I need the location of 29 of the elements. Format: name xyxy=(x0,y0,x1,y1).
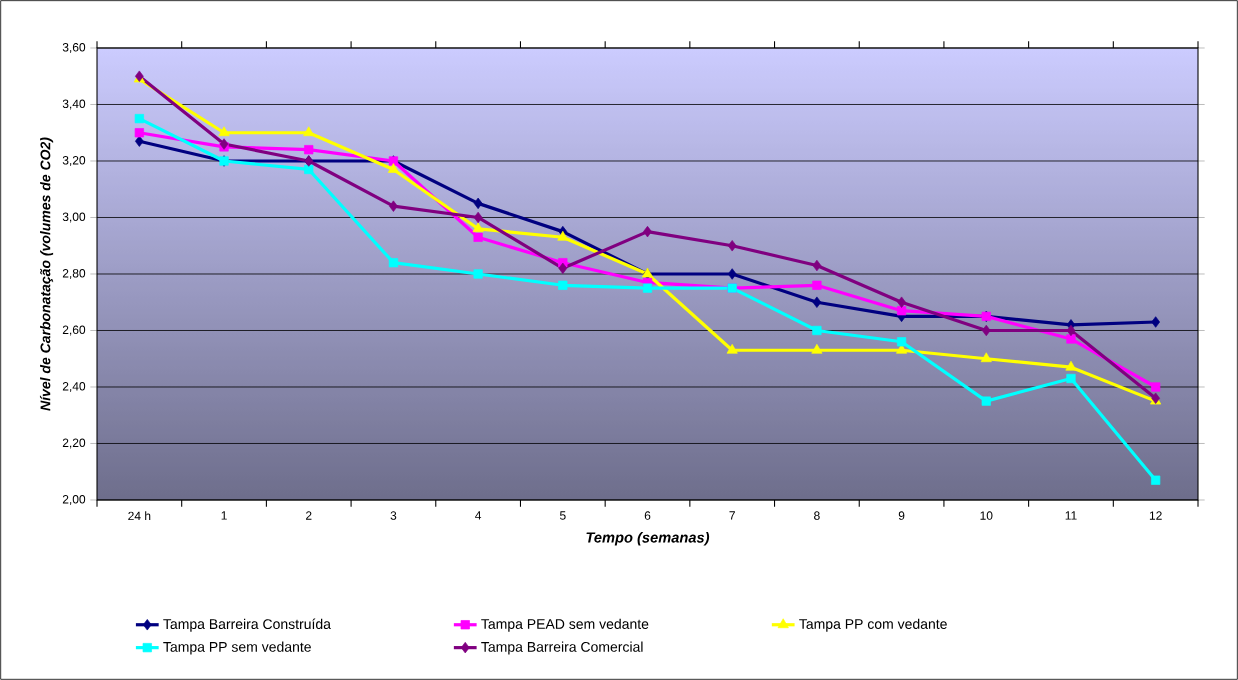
y-tick-label: 2,00 xyxy=(62,495,86,505)
legend-label: Tampa PEAD sem vedante xyxy=(481,618,649,632)
x-tick-label: 5 xyxy=(559,511,566,520)
y-tick-label: 2,80 xyxy=(62,269,86,279)
y-tick-label: 3,40 xyxy=(62,99,86,110)
x-tick-label: 9 xyxy=(898,511,905,520)
legend-label: Tampa Barreira Comercial xyxy=(481,641,643,655)
y-tick-label: 2,40 xyxy=(62,382,86,392)
legend-label: Tampa Barreira Construída xyxy=(163,618,331,632)
y-tick-label: 3,60 xyxy=(62,43,86,53)
y-tick-label: 2,60 xyxy=(62,325,86,336)
x-tick-label: 11 xyxy=(1065,511,1077,520)
y-tick-label: 2,20 xyxy=(62,438,86,449)
x-tick-label: 7 xyxy=(729,511,735,520)
x-tick-label: 24 h xyxy=(128,511,151,521)
y-tick-label: 3,20 xyxy=(62,156,86,166)
x-tick-label: 4 xyxy=(475,511,482,520)
y-axis-title: Nível de Carbonatação (volumes de CO2) xyxy=(39,137,54,411)
x-tick-label: 3 xyxy=(390,511,397,520)
x-tick-label: 8 xyxy=(814,511,820,520)
x-tick-label: 6 xyxy=(644,511,651,520)
x-tick-label: 10 xyxy=(980,511,993,520)
x-tick-label: 2 xyxy=(306,511,312,520)
x-axis-title: Tempo (semanas) xyxy=(586,531,710,546)
legend-label: Tampa PP sem vedante xyxy=(163,641,311,655)
y-tick-label: 3,00 xyxy=(62,212,86,223)
x-tick-label: 1 xyxy=(221,511,227,520)
x-tick-label: 12 xyxy=(1149,511,1162,520)
legend-label: Tampa PP com vedante xyxy=(799,618,947,632)
